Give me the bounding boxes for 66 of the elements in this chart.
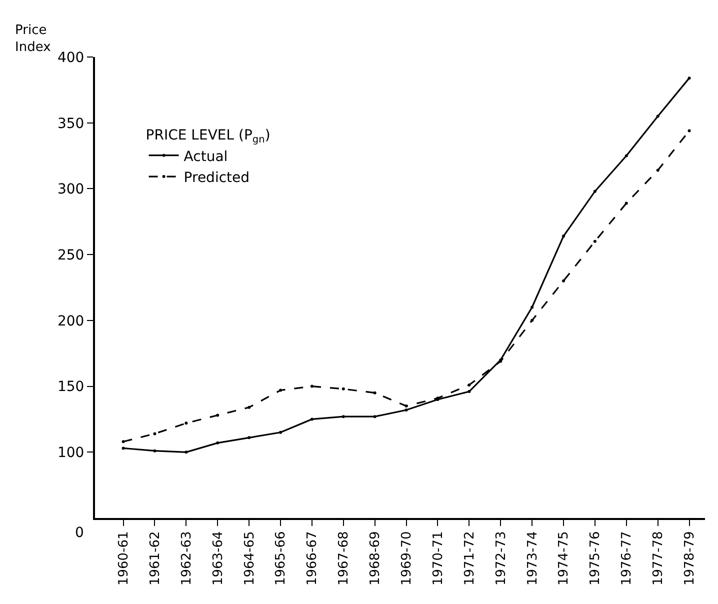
point — [624, 202, 628, 205]
point — [216, 414, 220, 417]
point — [342, 387, 345, 390]
point — [122, 440, 125, 444]
legend-label: Actual — [184, 148, 228, 165]
point — [153, 449, 156, 452]
x-tick-label: 1960-61 — [116, 531, 132, 586]
y-tick-label: 300 — [57, 182, 84, 198]
point — [530, 306, 534, 309]
point — [404, 408, 408, 412]
y-tick-label: 400 — [57, 50, 84, 66]
point — [688, 76, 691, 80]
x-tick-label: 1967-68 — [336, 531, 352, 586]
x-tick-label: 1962-63 — [179, 531, 194, 586]
point — [656, 168, 660, 172]
point — [279, 430, 282, 434]
point — [530, 318, 534, 322]
x-tick-label: 1966-67 — [305, 531, 320, 586]
point — [624, 154, 628, 158]
point — [279, 388, 282, 392]
text: 0 — [75, 525, 84, 541]
point — [216, 441, 220, 444]
y-tick-label: 100 — [57, 445, 84, 462]
x-tick-label: 1976-77 — [620, 531, 635, 586]
point — [153, 432, 156, 436]
line-series — [122, 76, 691, 454]
y-tick-label: 250 — [57, 247, 84, 264]
point — [122, 446, 125, 450]
x-tick-label: 1975-76 — [588, 531, 604, 586]
x-tick-label: 1977-78 — [651, 531, 666, 586]
x-tick-label: 1972-73 — [494, 531, 509, 586]
x-tick-label: 1974-75 — [556, 531, 572, 586]
y-tick-label: 350 — [57, 116, 84, 132]
x-tick-label: 1978-79 — [682, 531, 698, 586]
point — [342, 415, 345, 418]
point — [248, 406, 251, 409]
point — [562, 279, 566, 282]
x-tick-label: 1968-69 — [368, 531, 384, 586]
point — [468, 390, 471, 394]
x-tick-label: 1965-66 — [274, 531, 289, 586]
x-tick-label: 1964-65 — [242, 531, 258, 586]
x-tick-label: 1969-70 — [400, 531, 415, 586]
x-tick-label: 1971-72 — [462, 531, 478, 586]
x-tick-label: 1963-64 — [210, 531, 226, 586]
point — [373, 391, 376, 394]
point — [562, 234, 566, 238]
point — [593, 240, 596, 243]
point — [184, 422, 188, 425]
point — [310, 418, 314, 421]
point — [248, 436, 251, 440]
point — [184, 450, 188, 454]
x-tick-label: 1973-74 — [525, 531, 540, 586]
legend-title: PRICE LEVEL (P$_{gn}$) — [146, 128, 270, 146]
y-tick-label: 150 — [57, 379, 84, 396]
point — [656, 114, 660, 118]
point — [468, 383, 471, 386]
x-tick-label: 1961-62 — [148, 531, 163, 586]
y-axis-title: Price Index — [15, 23, 52, 55]
legend-label: Predicted — [184, 170, 250, 186]
point — [593, 190, 596, 193]
x-tick-label: 1970-71 — [430, 531, 446, 586]
point — [404, 404, 408, 408]
point — [373, 415, 376, 418]
y-tick-label: 200 — [57, 313, 84, 330]
point — [310, 384, 314, 388]
point — [688, 129, 691, 132]
